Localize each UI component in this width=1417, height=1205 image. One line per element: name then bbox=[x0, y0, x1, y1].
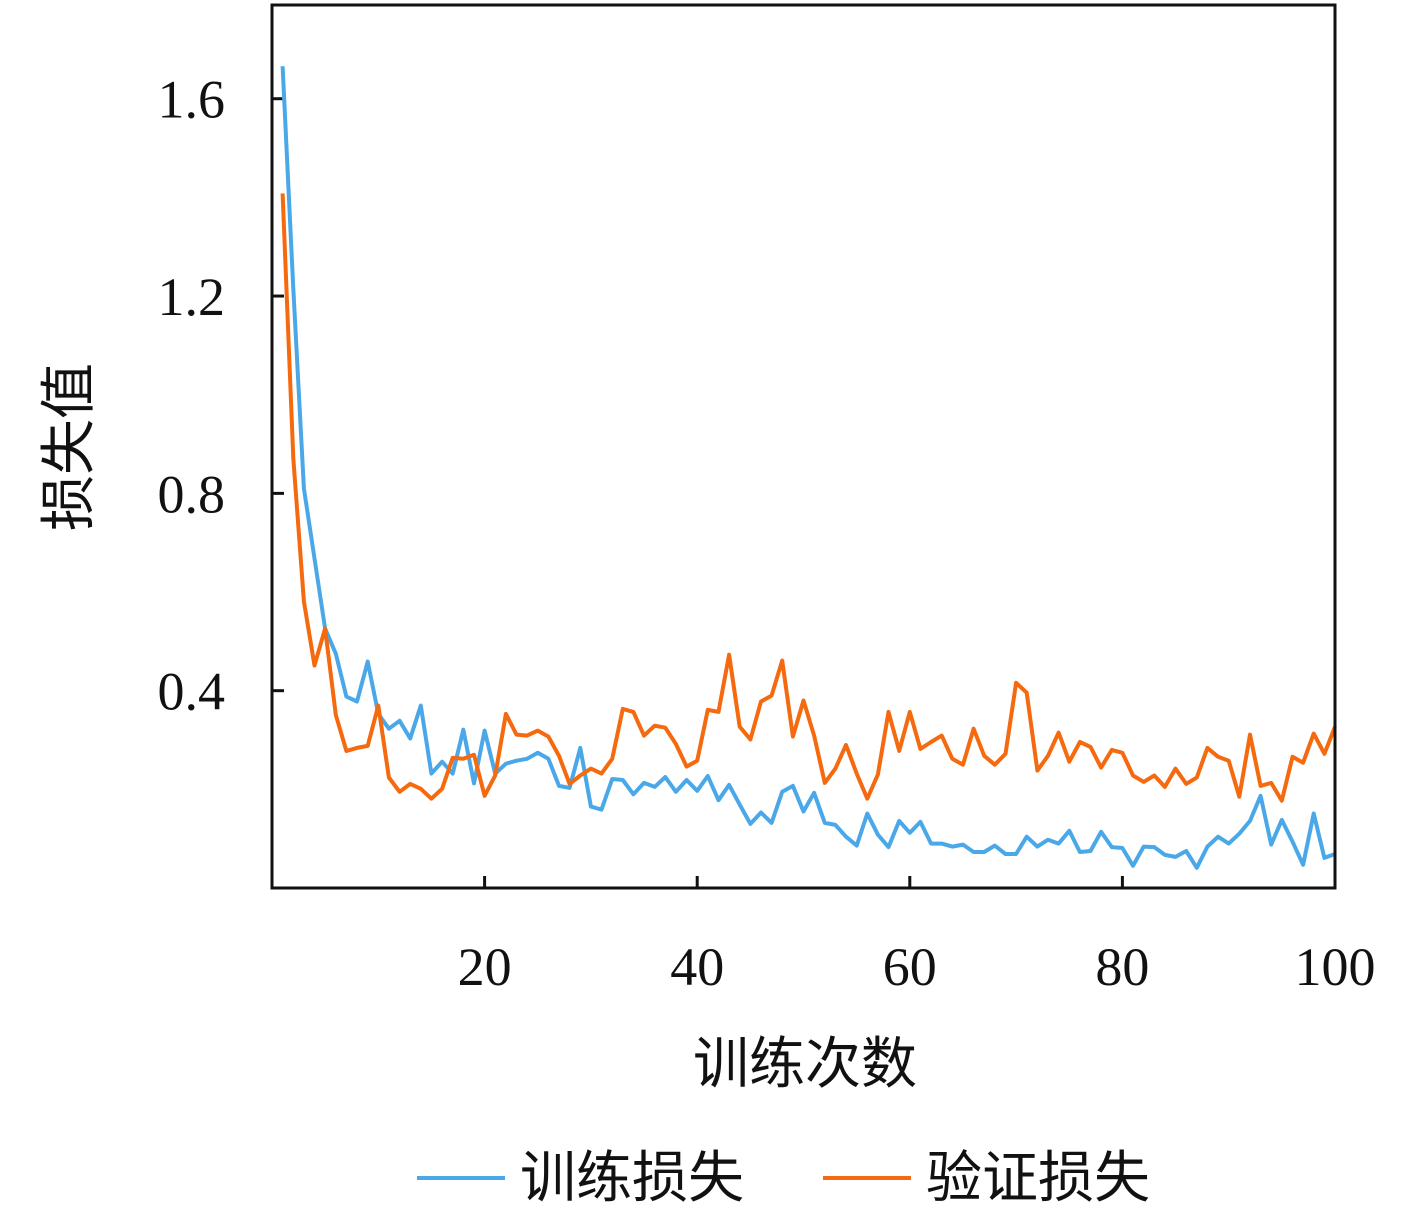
x-tick-label: 100 bbox=[1295, 937, 1376, 997]
legend-label-train: 训练损失 bbox=[520, 1146, 744, 1205]
y-tick-label: 1.6 bbox=[158, 70, 226, 130]
plot-frame bbox=[270, 3, 1337, 890]
series-line-train bbox=[280, 66, 1336, 870]
x-tick-label: 60 bbox=[883, 937, 937, 997]
y-tick-label: 0.4 bbox=[158, 662, 226, 722]
legend-label-val: 验证损失 bbox=[926, 1146, 1150, 1205]
x-tick-label: 40 bbox=[670, 937, 724, 997]
legend: 训练损失 验证损失 bbox=[417, 1146, 1150, 1205]
y-tick-label: 1.2 bbox=[158, 267, 226, 327]
y-axis-label: 损失值 bbox=[37, 363, 102, 531]
x-axis-label: 训练次数 bbox=[693, 1032, 917, 1097]
series-line-val bbox=[280, 193, 1337, 803]
y-tick-label: 0.8 bbox=[158, 464, 226, 524]
x-tick-label: 20 bbox=[458, 937, 512, 997]
x-tick-label: 80 bbox=[1095, 937, 1149, 997]
